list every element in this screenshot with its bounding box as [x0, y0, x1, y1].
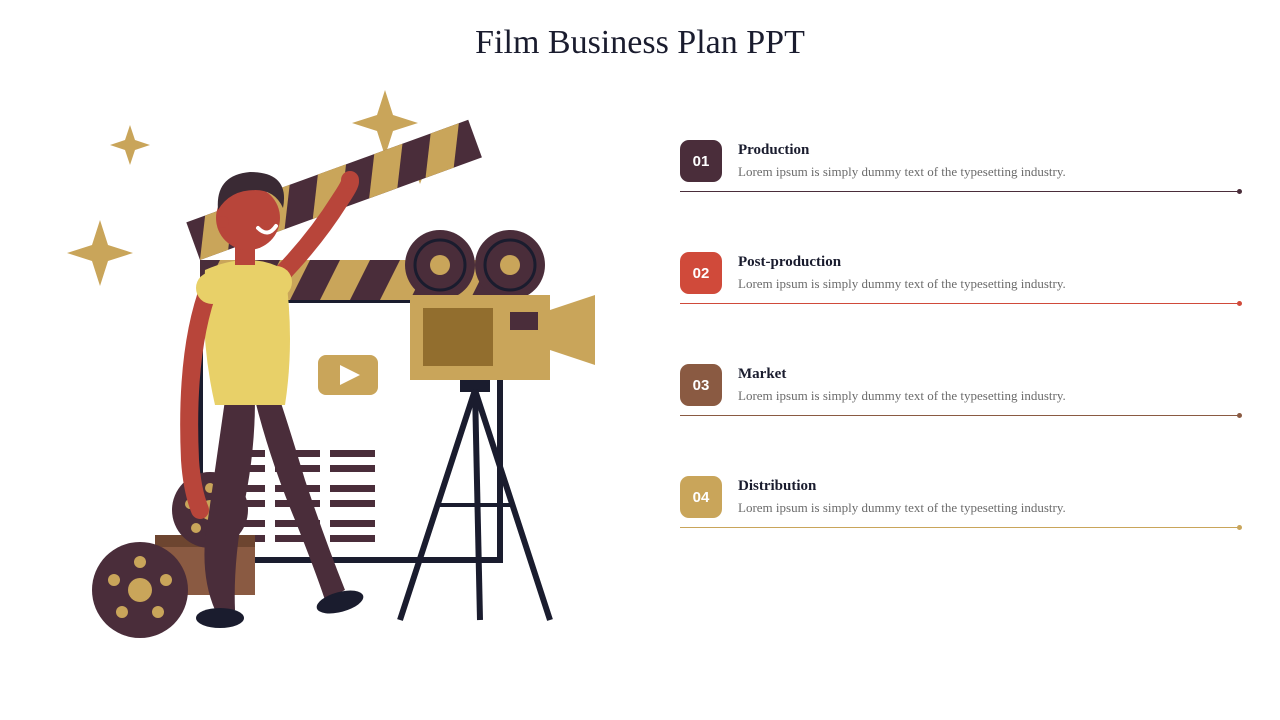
- item-title: Distribution: [738, 478, 1240, 495]
- item-desc: Lorem ipsum is simply dummy text of the …: [738, 387, 1240, 405]
- item-desc: Lorem ipsum is simply dummy text of the …: [738, 275, 1240, 293]
- item-underline: [680, 303, 1240, 305]
- item-desc: Lorem ipsum is simply dummy text of the …: [738, 163, 1240, 181]
- item-text: Distribution Lorem ipsum is simply dummy…: [738, 476, 1240, 517]
- item-number-badge: 01: [680, 140, 722, 182]
- item-title: Production: [738, 142, 1240, 159]
- item-text: Market Lorem ipsum is simply dummy text …: [738, 364, 1240, 405]
- item-text: Production Lorem ipsum is simply dummy t…: [738, 140, 1240, 181]
- item-dot: [1237, 189, 1242, 194]
- item-underline: [680, 415, 1240, 417]
- list-item: 03 Market Lorem ipsum is simply dummy te…: [680, 364, 1240, 406]
- list-item: 04 Distribution Lorem ipsum is simply du…: [680, 476, 1240, 518]
- list-item: 02 Post-production Lorem ipsum is simply…: [680, 252, 1240, 294]
- item-underline: [680, 527, 1240, 529]
- item-number-badge: 02: [680, 252, 722, 294]
- item-text: Post-production Lorem ipsum is simply du…: [738, 252, 1240, 293]
- item-number-badge: 04: [680, 476, 722, 518]
- item-desc: Lorem ipsum is simply dummy text of the …: [738, 499, 1240, 517]
- item-number-badge: 03: [680, 364, 722, 406]
- item-dot: [1237, 413, 1242, 418]
- item-title: Post-production: [738, 254, 1240, 271]
- film-illustration: [40, 90, 640, 650]
- page-title: Film Business Plan PPT: [0, 24, 1280, 62]
- item-dot: [1237, 301, 1242, 306]
- items-list: 01 Production Lorem ipsum is simply dumm…: [680, 140, 1240, 588]
- list-item: 01 Production Lorem ipsum is simply dumm…: [680, 140, 1240, 182]
- item-underline: [680, 191, 1240, 193]
- item-dot: [1237, 525, 1242, 530]
- item-title: Market: [738, 366, 1240, 383]
